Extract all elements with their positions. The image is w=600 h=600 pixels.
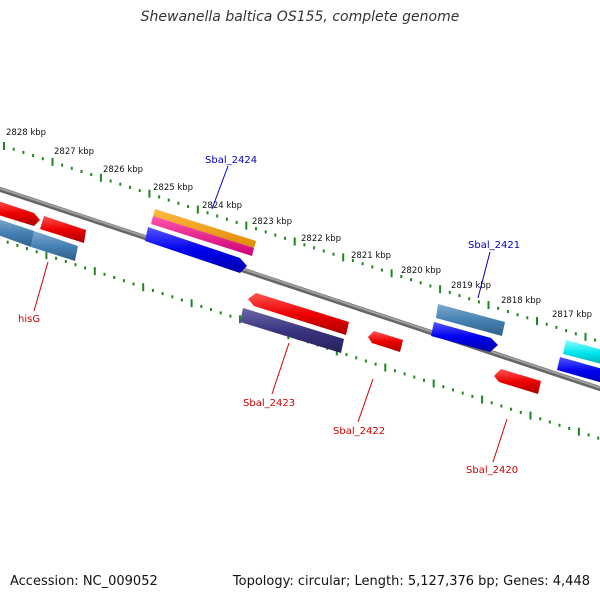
gene-bar-orange[interactable] xyxy=(153,209,256,248)
leader-line xyxy=(477,251,491,299)
kbp-label: 2821 kbp xyxy=(351,251,391,261)
gene-arrow-red[interactable] xyxy=(494,369,541,394)
leader-line xyxy=(492,418,508,463)
leader-line xyxy=(271,342,290,395)
gene-bar-cyan[interactable] xyxy=(563,340,600,366)
kbp-label: 2824 kbp xyxy=(202,201,242,211)
kbp-label: 2827 kbp xyxy=(54,147,94,157)
kbp-label: 2826 kbp xyxy=(103,165,143,175)
gene-arrow-red[interactable] xyxy=(40,216,86,243)
gene-label-sbal-2423[interactable]: Sbal_2423 xyxy=(243,398,295,409)
forward-ruler xyxy=(3,142,597,342)
gene-label-sbal-2421[interactable]: Sbal_2421 xyxy=(468,240,520,251)
gene-bar-purple[interactable] xyxy=(240,308,344,353)
kbp-label: 2820 kbp xyxy=(401,266,441,276)
leader-line xyxy=(357,378,374,423)
gene-arrow-red[interactable] xyxy=(248,293,349,335)
kbp-label: 2823 kbp xyxy=(252,217,292,227)
kbp-label: 2818 kbp xyxy=(501,296,541,306)
map-title: Shewanella baltica OS155, complete genom… xyxy=(140,9,460,25)
accession-text: Accession: NC_009052 xyxy=(10,574,158,589)
gene-arrow-blue[interactable] xyxy=(145,227,247,273)
gene-arrow-blue[interactable] xyxy=(557,357,600,385)
gene-bar-steelblue[interactable] xyxy=(436,304,505,336)
gene-label-sbal-2422[interactable]: Sbal_2422 xyxy=(333,426,385,437)
gene-label-hisg[interactable]: hisG xyxy=(18,314,40,325)
gene-arrow-blue[interactable] xyxy=(431,322,498,352)
gene-arrow-red[interactable] xyxy=(0,200,40,226)
kbp-label: 2819 kbp xyxy=(451,281,491,291)
gene-label-sbal-2424[interactable]: Sbal_2424 xyxy=(205,155,257,166)
gene-bar-steelblue[interactable] xyxy=(31,231,78,261)
forward-genes xyxy=(0,200,600,385)
gene-bar-magenta[interactable] xyxy=(151,216,254,256)
leader-line xyxy=(211,165,229,210)
kbp-label: 2828 kbp xyxy=(6,128,46,138)
reverse-genes xyxy=(0,218,541,394)
genome-summary-text: Topology: circular; Length: 5,127,376 bp… xyxy=(232,574,590,589)
kbp-label: 2822 kbp xyxy=(301,234,341,244)
gene-label-sbal-2420[interactable]: Sbal_2420 xyxy=(466,465,518,476)
gene-bar-steelblue[interactable] xyxy=(0,218,34,247)
gene-arrow-red[interactable] xyxy=(368,331,403,352)
kbp-label: 2825 kbp xyxy=(153,183,193,193)
genome-backbone-highlight xyxy=(0,187,600,389)
kbp-label: 2817 kbp xyxy=(552,310,592,320)
leader-line xyxy=(33,261,49,312)
